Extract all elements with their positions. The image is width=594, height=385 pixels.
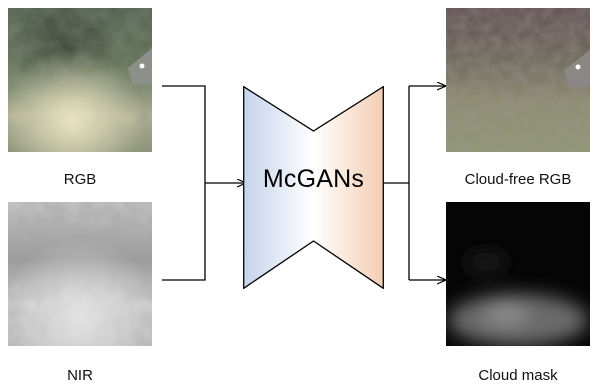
rgb-input-label: RGB: [63, 171, 97, 188]
cloud-mask-output-image: [446, 202, 590, 346]
cloud-free-rgb-output-label: Cloud-free RGB: [464, 171, 572, 188]
cloud-mask-output-label: Cloud mask: [478, 367, 558, 384]
rgb-input-connector: [162, 85, 206, 281]
mcgans-model-block: [243, 86, 384, 289]
nir-input-image: [8, 202, 152, 346]
nir-input-label: NIR: [67, 367, 93, 384]
cloud-free-rgb-output-image: [446, 8, 590, 152]
rgb-input-image: [8, 8, 152, 152]
mcgans-model-label: McGANs: [262, 165, 365, 193]
